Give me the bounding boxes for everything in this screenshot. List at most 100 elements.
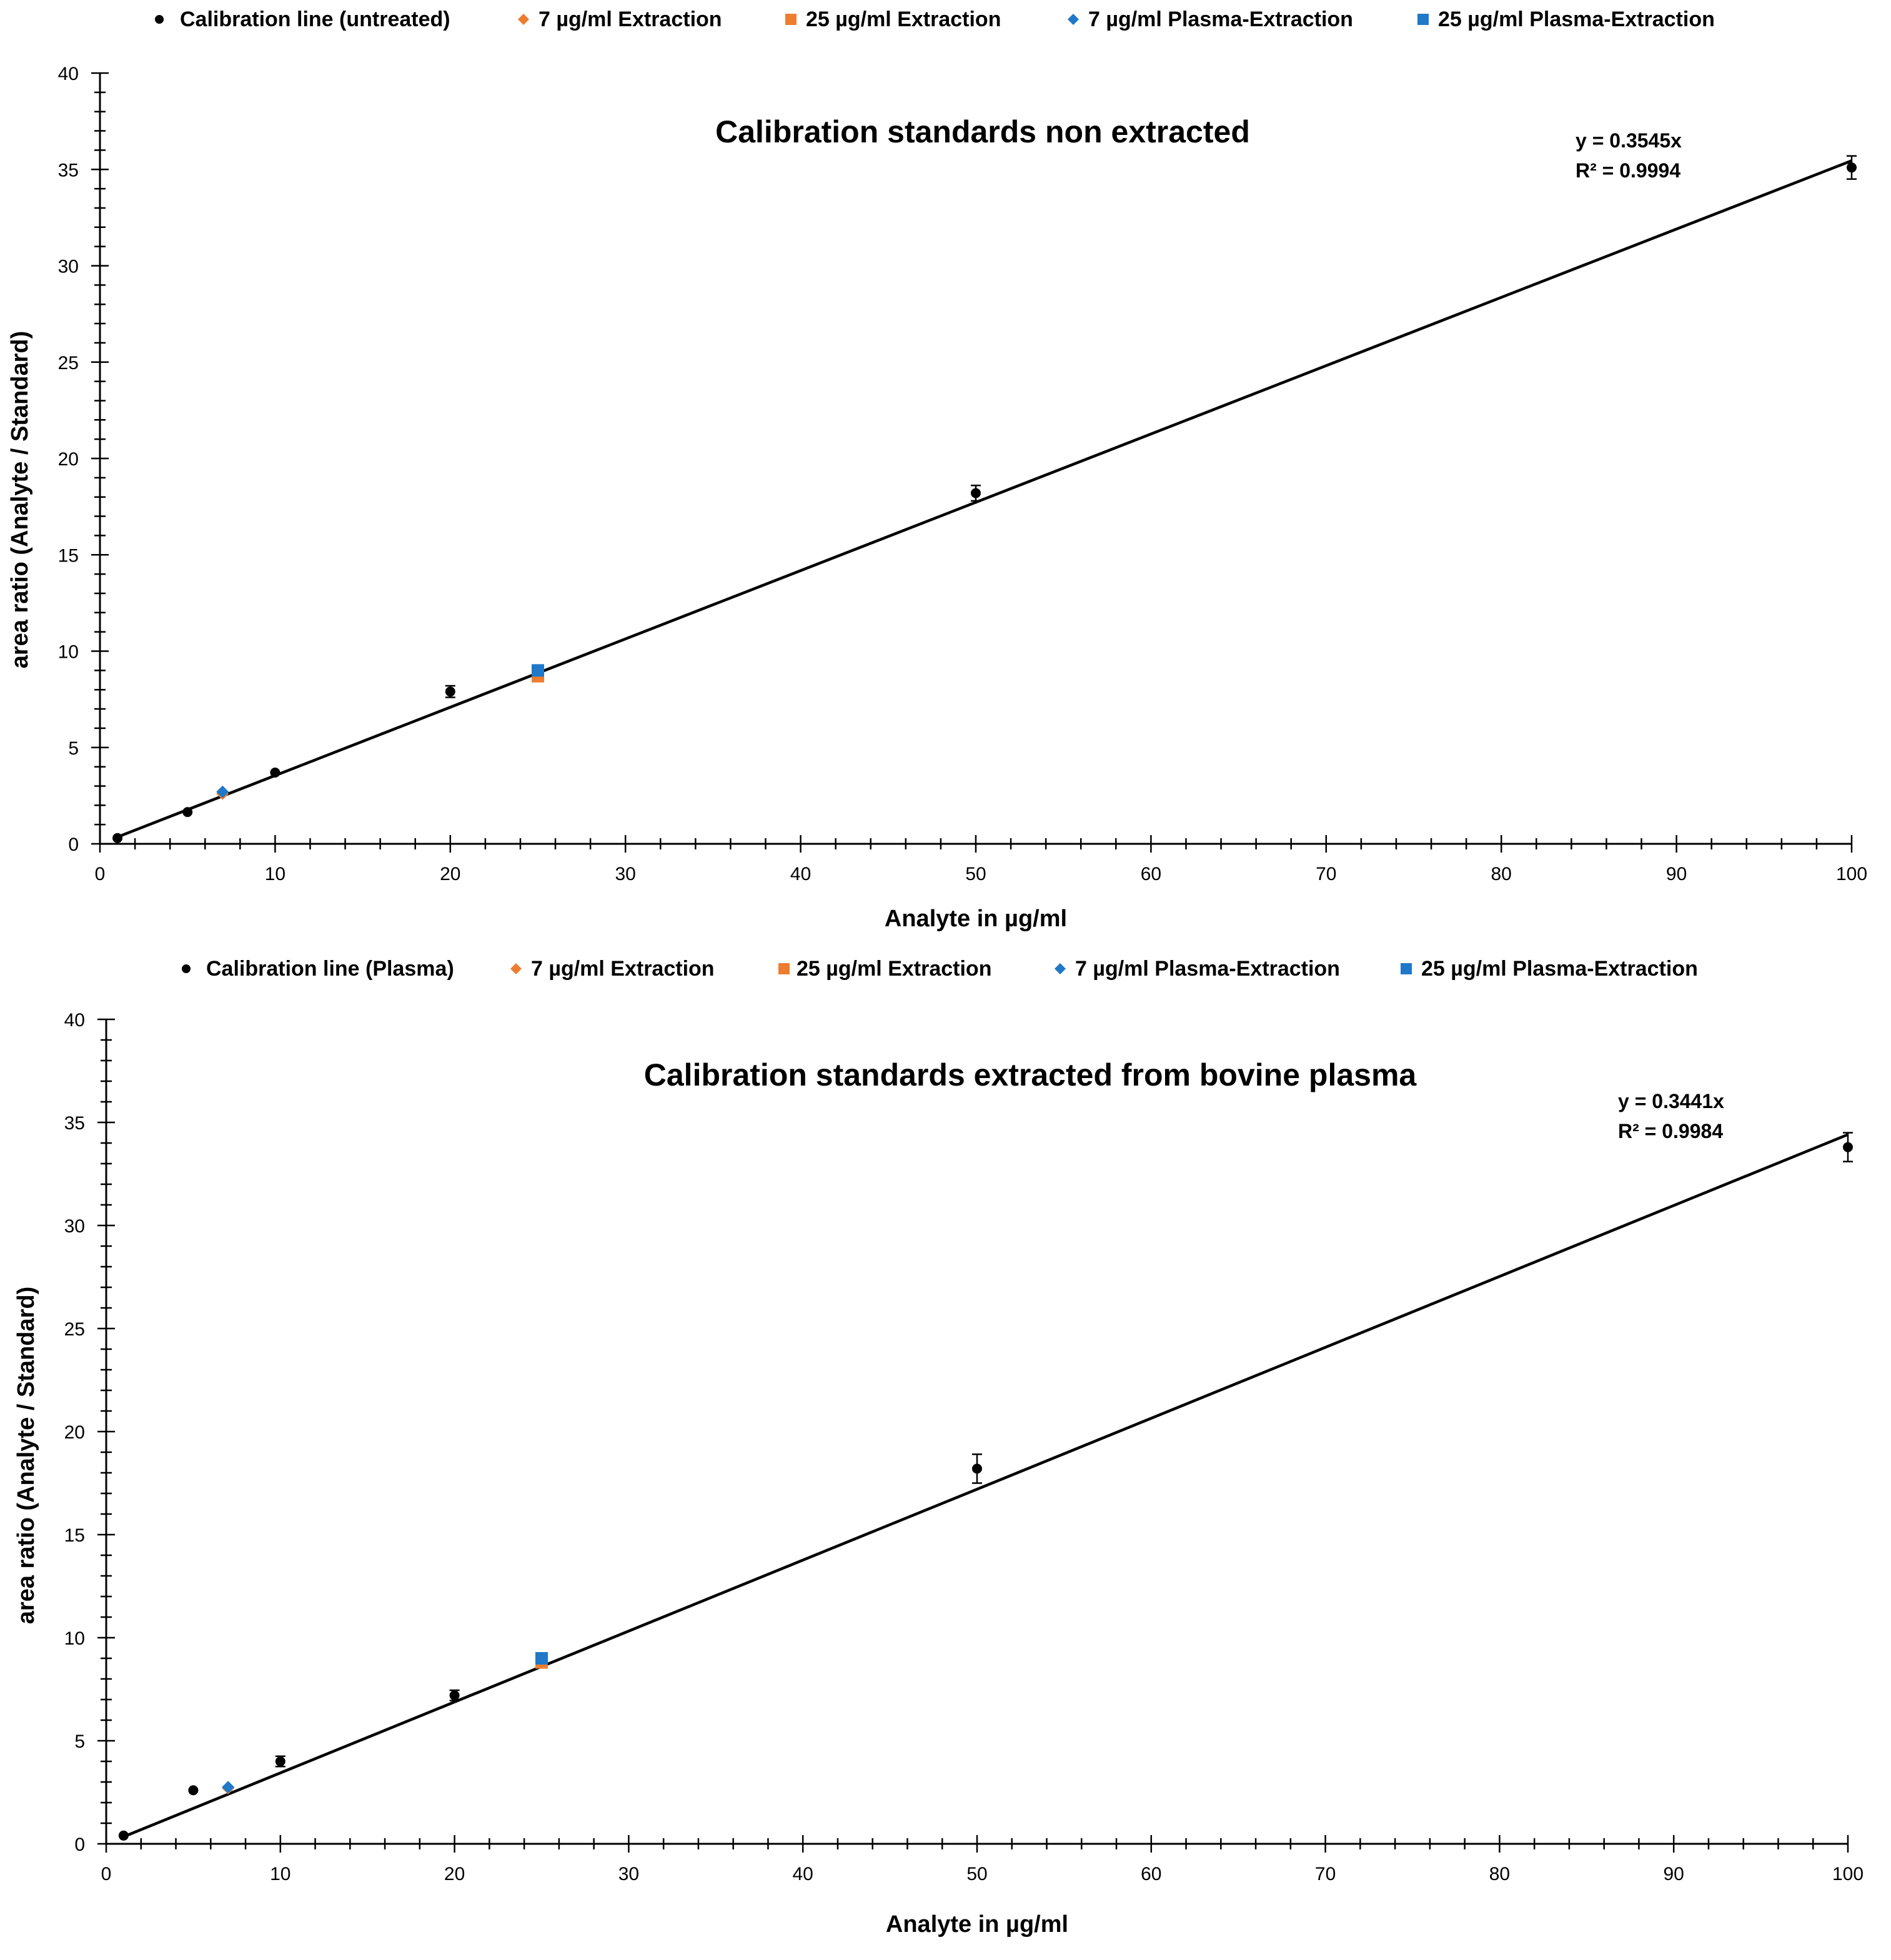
chart-svg-bovine-plasma: Calibration line (Plasma) 7 µg/ml Extract… [13,957,1864,1938]
series-4 [535,1652,548,1665]
legend-item: 25 µg/ml Extraction [785,7,1001,31]
trendline [117,159,1852,839]
x-tick-label: 40 [790,864,811,884]
legend-marker [155,15,164,24]
x-tick-label: 10 [270,1864,290,1884]
legend-item: 7 µg/ml Plasma-Extraction [1068,7,1353,31]
y-tick-label: 15 [64,1525,85,1546]
y-tick-label: 35 [58,160,79,181]
data-point [216,785,229,798]
x-tick-label: 30 [618,1864,639,1884]
legend-label: 25 µg/ml Extraction [797,957,991,981]
y-tick-label: 40 [64,1010,85,1031]
legend-label: 25 µg/ml Plasma-Extraction [1421,957,1698,981]
legend-marker [182,964,191,973]
legend-label: 7 µg/ml Extraction [531,957,715,981]
legend-item: Calibration line (untreated) [155,7,450,31]
x-tick-label: 20 [440,864,460,884]
x-tick-label: 70 [1315,1864,1336,1884]
legend-label: Calibration line (Plasma) [206,957,454,981]
x-tick-label: 70 [1316,864,1336,884]
x-tick-label: 80 [1489,1864,1510,1884]
x-tick-label: 30 [615,864,636,884]
data-point [1847,162,1857,173]
legend-item: 25 µg/ml Plasma-Extraction [1401,957,1698,981]
trendline [123,1133,1849,1838]
x-tick-label: 0 [95,864,106,884]
x-tick-label: 100 [1836,864,1867,884]
data-point [270,767,280,778]
plot-area: 0 10 20 30 40 50 60 70 80 90 100 0 5 10 15 20 25 30 35 40 [58,64,1867,884]
y-tick-label: 10 [58,642,79,663]
x-tick-label: 80 [1491,864,1512,884]
data-point [222,1781,235,1794]
series-0 [118,1132,1853,1841]
legend-label: 7 µg/ml Extraction [539,7,722,31]
x-tick-label: 20 [444,1864,465,1884]
x-tick-label: 60 [1141,1864,1161,1884]
x-tick-label: 10 [265,864,285,884]
y-tick-label: 20 [58,449,79,470]
data-point [275,1756,285,1766]
chart-title: Calibration standards extracted from bov… [644,1057,1417,1092]
legend-item: 25 µg/ml Plasma-Extraction [1417,7,1715,31]
y-axis-title: area ratio (Analyte / Standard) [13,1287,39,1625]
legend: Calibration line (Plasma) 7 µg/ml Extract… [182,957,1698,981]
data-point [532,664,544,677]
legend-marker [1068,14,1079,25]
chart-title: Calibration standards non extracted [715,114,1250,149]
y-tick-label: 5 [68,738,79,759]
y-axis-title: area ratio (Analyte / Standard) [7,331,33,669]
legend-marker [785,14,797,25]
chart-svg-non-extracted: Calibration line (untreated) 7 µg/ml Extr… [7,7,1867,932]
y-tick-label: 35 [64,1113,85,1134]
data-point [972,1463,982,1474]
legend-marker [1417,14,1429,25]
x-tick-label: 0 [101,1864,112,1884]
legend-marker [510,963,522,974]
trendline-equation: y = 0.3441x [1618,1090,1724,1112]
y-tick-label: 30 [64,1216,85,1237]
x-tick-label: 60 [1141,864,1161,884]
legend-item: 25 µg/ml Extraction [778,957,991,981]
legend-label: Calibration line (untreated) [180,7,450,31]
x-axis-title: Analyte in µg/ml [885,906,1067,932]
series-0 [112,155,1857,843]
y-tick-label: 15 [58,545,79,566]
y-tick-label: 0 [68,834,79,855]
legend-label: 7 µg/ml Plasma-Extraction [1088,7,1353,31]
legend-item: 7 µg/ml Extraction [510,957,715,981]
y-tick-label: 30 [58,257,79,277]
data-point [535,1652,548,1665]
x-axis-title: Analyte in µg/ml [886,1911,1068,1938]
chart-panel-non-extracted: Calibration line (untreated) 7 µg/ml Extr… [0,0,1891,943]
trendline-equation: y = 0.3545x [1576,129,1682,152]
series-4 [532,664,544,677]
data-point [449,1690,460,1701]
legend-marker [518,14,529,25]
x-tick-label: 90 [1666,864,1687,884]
legend-item: Calibration line (Plasma) [182,957,454,981]
legend-label: 25 µg/ml Plasma-Extraction [1438,7,1715,31]
legend-marker [778,963,790,974]
y-tick-label: 40 [58,64,79,84]
trendline-r-squared: R² = 0.9984 [1618,1120,1723,1142]
y-tick-label: 25 [64,1319,85,1340]
legend: Calibration line (untreated) 7 µg/ml Extr… [155,7,1715,31]
x-tick-label: 90 [1664,1864,1684,1884]
y-tick-label: 0 [74,1834,85,1855]
series-3 [222,1781,235,1794]
legend-marker [1055,963,1066,974]
series-3 [216,785,229,798]
x-tick-label: 50 [965,864,986,884]
y-tick-label: 20 [64,1422,85,1443]
legend-label: 7 µg/ml Plasma-Extraction [1075,957,1340,981]
plot-area: 0 10 20 30 40 50 60 70 80 90 100 0 5 10 15 20 25 30 35 40 [64,1010,1864,1884]
data-point [182,807,193,818]
data-point [445,686,455,697]
trendline-r-squared: R² = 0.9994 [1576,159,1680,182]
y-tick-label: 25 [58,353,79,374]
x-tick-label: 100 [1832,1864,1864,1884]
x-tick-label: 40 [793,1864,813,1884]
legend-item: 7 µg/ml Extraction [518,7,722,31]
